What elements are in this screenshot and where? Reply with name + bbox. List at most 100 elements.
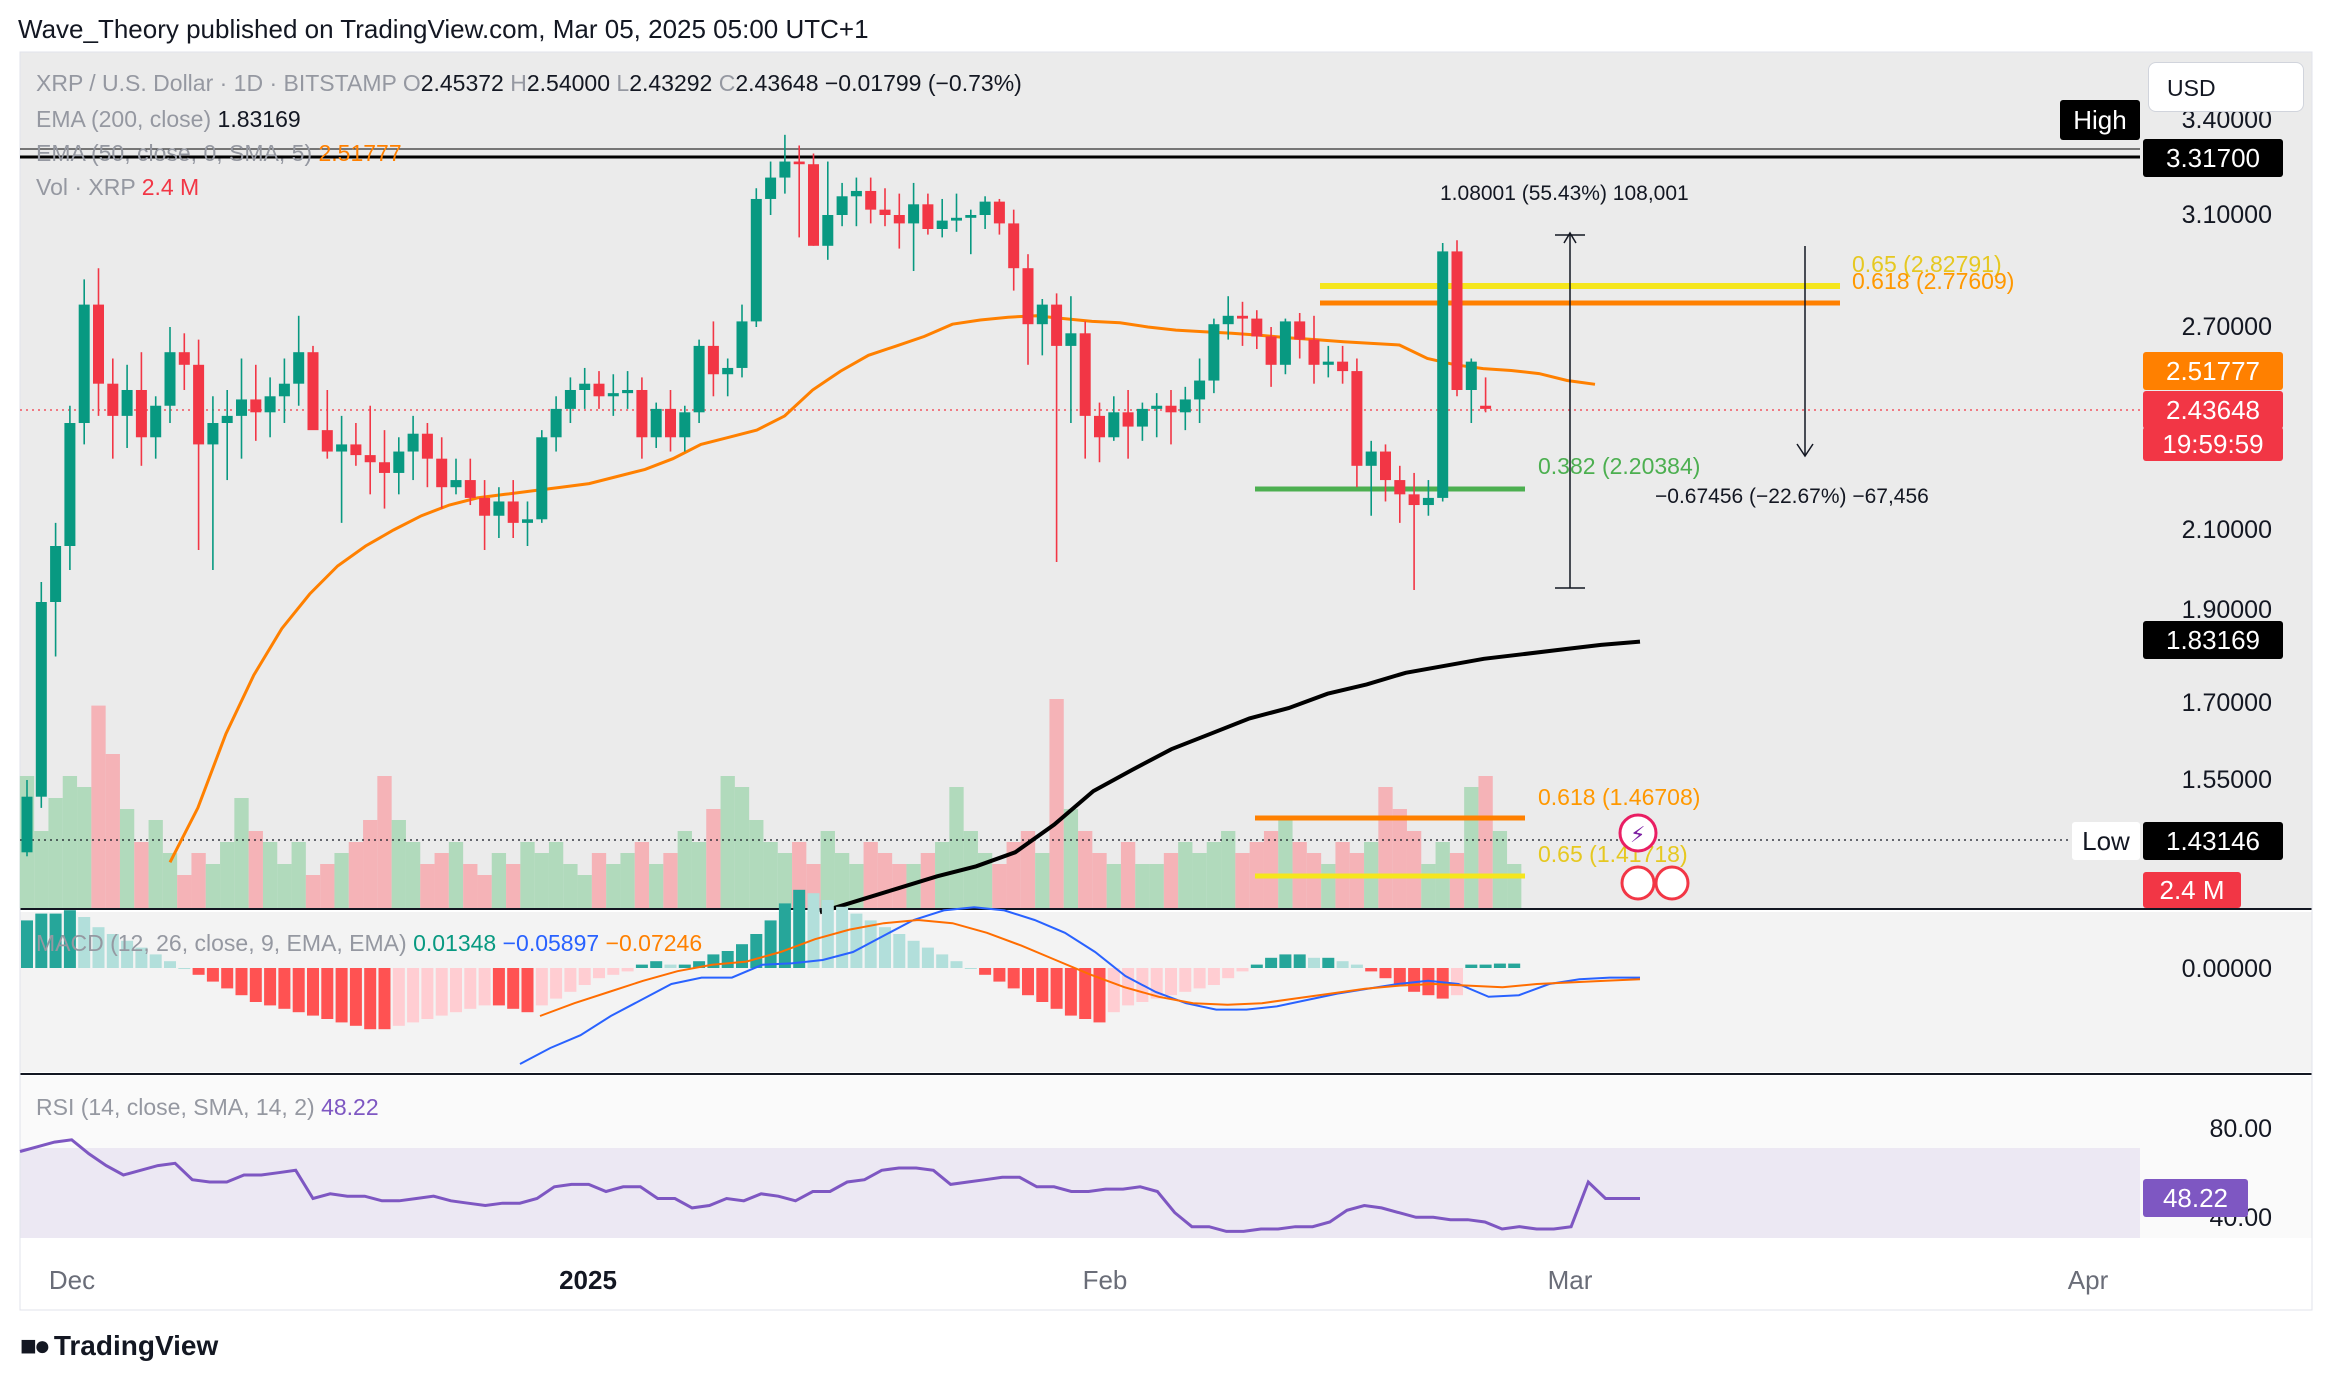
volume-bar xyxy=(691,842,707,908)
volume-bar xyxy=(34,831,49,908)
candle-body xyxy=(1279,321,1291,365)
macd-hist-bar xyxy=(106,934,119,968)
ema200-value-tag-bg xyxy=(2143,621,2283,659)
volume-bar xyxy=(992,864,1007,908)
ema50-legend[interactable]: EMA (50, close, 0, SMA, 5) 2.51777 xyxy=(36,140,402,166)
macd-hist-bar xyxy=(307,968,319,1016)
macd-hist-bar xyxy=(1350,964,1363,968)
macd-hist-bar xyxy=(778,903,791,968)
candle-body xyxy=(236,399,247,416)
macd-hist-bar xyxy=(1336,961,1349,968)
volume-bar xyxy=(105,754,120,908)
rsi-tick: 80.00 xyxy=(2209,1115,2272,1143)
volume-bar xyxy=(677,831,692,908)
macd-hist-bar xyxy=(392,968,405,1026)
countdown-tag: 19:59:59 xyxy=(2162,429,2263,459)
symbol-title: XRP / U.S. Dollar · 1D · BITSTAMP xyxy=(36,70,397,96)
macd-hist-bar xyxy=(206,968,219,982)
macd-hist-bar xyxy=(492,968,505,1006)
macd-hist-bar xyxy=(1265,957,1278,968)
macd-hist-bar xyxy=(435,968,448,1016)
macd-hist-bar xyxy=(63,910,76,968)
macd-hist-bar xyxy=(164,961,176,968)
candle-body xyxy=(1480,405,1492,409)
candle-body xyxy=(693,345,705,413)
candle-body xyxy=(850,190,862,197)
candle-body xyxy=(622,389,634,394)
rsi-indicator xyxy=(19,1138,1640,1233)
time-label: 2025 xyxy=(559,1265,617,1295)
volume-bar xyxy=(191,853,206,908)
low-tag-bg xyxy=(2072,822,2140,860)
volume-bar xyxy=(1406,831,1422,908)
macd-hist-bar xyxy=(564,968,577,992)
volume-bar xyxy=(77,787,92,908)
macd-hist-bar xyxy=(1279,954,1292,968)
symbol-legend: XRP / U.S. Dollar · 1D · BITSTAMP O2.453… xyxy=(36,70,1022,96)
ema200-line xyxy=(819,639,1641,915)
volume-bar xyxy=(1392,809,1407,908)
candle-body xyxy=(178,352,190,365)
macd-hist-bar xyxy=(35,913,48,968)
horizontal-levels xyxy=(20,148,2140,841)
macd-hist-bar xyxy=(593,968,605,979)
macd-hist-bar xyxy=(1393,968,1406,985)
volume-value-tag-bg xyxy=(2143,872,2241,908)
macd-hist-bar xyxy=(1408,968,1421,992)
volume-bar xyxy=(91,705,106,908)
volume-bar xyxy=(262,842,278,908)
macd-hist-bar xyxy=(121,940,134,968)
candle-body xyxy=(865,190,877,210)
candle-body xyxy=(579,383,591,390)
candle-body xyxy=(893,215,905,224)
volume-bar xyxy=(391,820,406,908)
candle-body xyxy=(593,383,605,397)
candle-body xyxy=(1208,324,1220,381)
macd-hist-bar xyxy=(478,968,491,1006)
rsi-legend[interactable]: RSI (14, close, SMA, 14, 2) 48.22 xyxy=(36,1094,379,1120)
macd-legend[interactable]: MACD (12, 26, close, 9, EMA, EMA) 0.0134… xyxy=(36,930,703,956)
candle-body xyxy=(35,602,47,797)
candle-body xyxy=(1465,361,1477,390)
volume-bar xyxy=(1321,864,1336,908)
volume-bar xyxy=(177,875,192,908)
macd-hist-bar xyxy=(950,961,963,968)
candle-body xyxy=(1065,333,1077,346)
volume-bar xyxy=(119,809,135,908)
volume-bar xyxy=(520,842,535,908)
candle-body xyxy=(464,480,476,498)
volume-bar xyxy=(305,875,321,908)
volume-bar xyxy=(1478,776,1493,908)
volume-bar xyxy=(48,798,63,908)
high-value-tag-bg xyxy=(2143,139,2283,177)
countdown-tag-bg xyxy=(2143,427,2283,461)
candle-body xyxy=(522,519,533,523)
macd-hist-bar xyxy=(650,961,663,968)
macd-hist-bar xyxy=(1193,968,1206,989)
volume-bar xyxy=(1507,864,1522,908)
volume-bar xyxy=(348,842,364,908)
volume-bar xyxy=(1235,853,1250,908)
macd-hist-bar xyxy=(92,927,105,968)
macd-hist-bar xyxy=(1465,964,1478,968)
ema200-legend[interactable]: EMA (200, close) 1.83169 xyxy=(36,106,301,132)
candle-body xyxy=(607,393,619,397)
ema50-value-tag: 2.51777 xyxy=(2166,356,2260,386)
volume-area xyxy=(19,699,1522,908)
macd-hist-bar xyxy=(221,968,234,989)
volume-bar xyxy=(849,864,864,908)
candle-body xyxy=(836,196,848,215)
volume-value-tag: 2.4 M xyxy=(2159,875,2224,905)
price-tick: 2.70000 xyxy=(2182,313,2272,341)
candle-body xyxy=(808,164,819,246)
currency-button[interactable]: USD xyxy=(2148,62,2304,112)
volume-bar xyxy=(763,842,778,908)
fib-0382-label: 0.382 (2.20384) xyxy=(1538,453,1700,479)
macd-tick: 0.00000 xyxy=(2182,955,2272,983)
candle-body xyxy=(1265,336,1277,365)
volume-bar xyxy=(1278,820,1293,908)
tradingview-logo-icon: ■● xyxy=(20,1330,51,1361)
moving-averages xyxy=(168,314,1641,915)
volume-legend[interactable]: Vol · XRP 2.4 M xyxy=(36,174,200,200)
